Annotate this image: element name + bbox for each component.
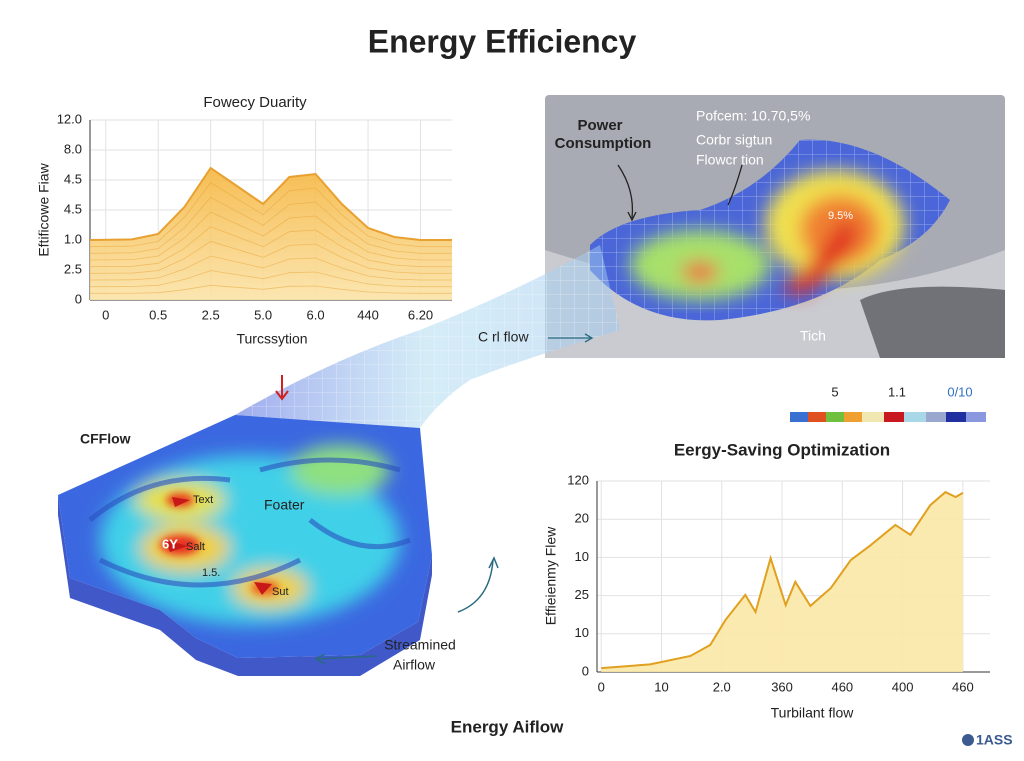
series-line xyxy=(89,166,452,241)
arrows xyxy=(275,164,743,665)
page-title: Energy Efficiency xyxy=(368,23,637,59)
x-tick-label: 0 xyxy=(102,307,109,322)
y-tick-label: 12.0 xyxy=(57,111,82,126)
annotation: Salt xyxy=(186,541,205,553)
y-tick-label: 25 xyxy=(575,587,589,602)
color-scale xyxy=(790,412,986,422)
contour-line xyxy=(89,211,452,261)
x-axis-label: Turcssytion xyxy=(236,331,307,347)
annotation: C rl flow xyxy=(478,329,529,345)
contour-line xyxy=(89,182,452,248)
scale-label: 1.1 xyxy=(888,384,906,399)
x-tick-label: 5.0 xyxy=(254,307,272,322)
x-tick-label: 0 xyxy=(598,679,605,694)
contour-line xyxy=(89,240,452,274)
y-tick-label: 4.5 xyxy=(64,201,82,216)
contour-line xyxy=(89,226,452,268)
annotation: Text xyxy=(193,494,213,506)
x-tick-label: 6.0 xyxy=(307,307,325,322)
x-tick-label: 6.20 xyxy=(408,307,433,322)
contour-line xyxy=(89,255,452,281)
x-tick-label: 440 xyxy=(357,307,379,322)
annotation: CFFlow xyxy=(80,431,131,447)
y-tick-label: 1.0 xyxy=(64,231,82,246)
x-tick-label: 400 xyxy=(892,679,914,694)
contour-line xyxy=(89,284,452,294)
x-axis-label: Turbilant flow xyxy=(771,705,855,721)
y-axis-label: Effieienmy Flew xyxy=(543,526,559,625)
x-tick-label: 2.5 xyxy=(202,307,220,322)
ribbon-mesh xyxy=(235,245,620,428)
annotation: Airflow xyxy=(393,657,436,673)
y-tick-label: 120 xyxy=(567,472,589,487)
x-tick-label: 460 xyxy=(952,679,974,694)
annotation: Flowcr tion xyxy=(696,152,764,168)
annotation: Pofcem: 10.70,5% xyxy=(696,108,810,124)
y-tick-label: 20 xyxy=(575,511,589,526)
chart-title: Fowecy Duarity xyxy=(203,94,307,111)
y-tick-label: 2.5 xyxy=(64,261,82,276)
footer-title: Energy Aiflow xyxy=(451,717,564,736)
annotation: 9.5% xyxy=(828,210,853,222)
cfd-panel xyxy=(545,95,1005,358)
cfd-block xyxy=(58,415,432,676)
y-tick-label: 4.5 xyxy=(64,171,82,186)
x-tick-label: 10 xyxy=(654,679,668,694)
y-tick-label: 8.0 xyxy=(64,141,82,156)
annotation: Streamined xyxy=(384,637,456,653)
annotation: Consumption xyxy=(555,135,652,152)
series-line xyxy=(601,490,964,670)
area-fill xyxy=(601,492,963,672)
x-tick-label: 2.0 xyxy=(713,679,731,694)
x-tick-label: 460 xyxy=(831,679,853,694)
y-tick-label: 0 xyxy=(582,663,589,678)
annotation: Sut xyxy=(272,586,289,598)
y-axis-label: Eftificowe Fiaw xyxy=(36,162,52,256)
scale-label: 0/10 xyxy=(947,384,972,399)
brand-logo xyxy=(962,734,974,746)
contour-line xyxy=(89,270,452,288)
scale-label: 5 xyxy=(831,384,838,399)
annotation: 1.5. xyxy=(202,567,220,579)
annotation: Corbr sigtun xyxy=(696,132,772,148)
y-tick-label: 10 xyxy=(575,549,589,564)
chart-title: Eergy-Saving Optimization xyxy=(674,440,890,459)
x-tick-label: 360 xyxy=(771,679,793,694)
contour-line xyxy=(89,196,452,254)
area-fill xyxy=(90,168,452,300)
annotation: Tich xyxy=(800,328,826,344)
brand: 1ASS xyxy=(976,732,1013,748)
annotation: Power xyxy=(577,117,622,134)
y-tick-label: 10 xyxy=(575,625,589,640)
x-tick-label: 0.5 xyxy=(149,307,167,322)
annotation: Foater xyxy=(264,497,305,513)
annotation: 6Y xyxy=(162,536,178,551)
y-tick-label: 0 xyxy=(75,291,82,306)
